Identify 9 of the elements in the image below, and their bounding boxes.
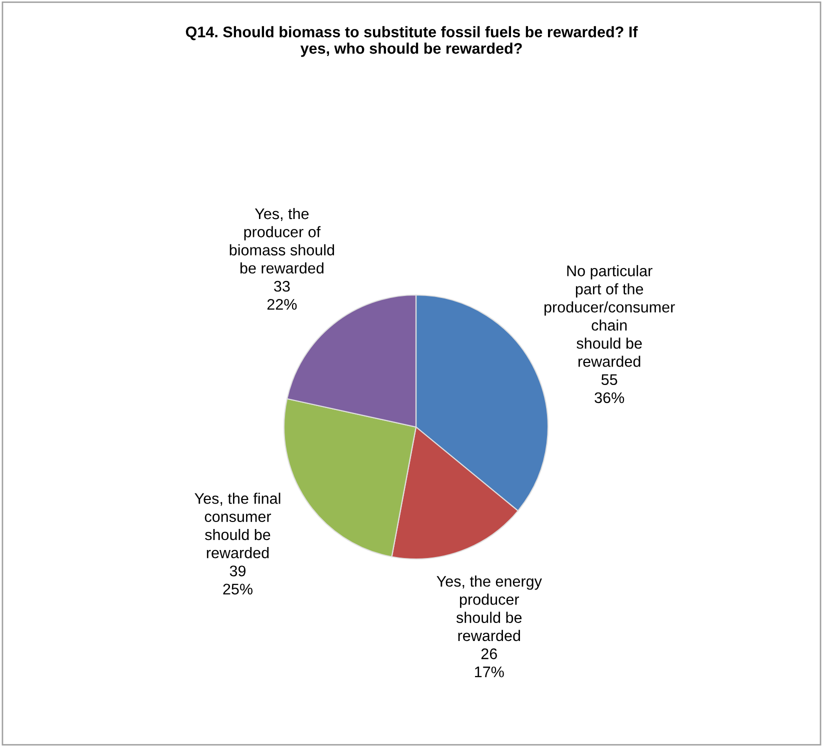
slice-label: Yes, the final consumer should be rewarded [194,492,280,558]
slice-label: Yes, the energy producer should be rewarded [436,576,542,642]
chart-title: Q14. Should biomass to substitute fossil fuels be rewarded? If yes, who should be rewarded? [186,26,638,57]
data-label: 26 17% [475,648,504,678]
slice-label: No particular part of the producer/consumer chain should be rewarded [544,265,675,367]
data-label: 33 22% [267,280,297,310]
data-label: 39 25% [223,566,252,595]
slice-label: Yes, the producer of biomass should be rewarded [230,208,334,274]
data-label: 55 36% [594,374,624,404]
